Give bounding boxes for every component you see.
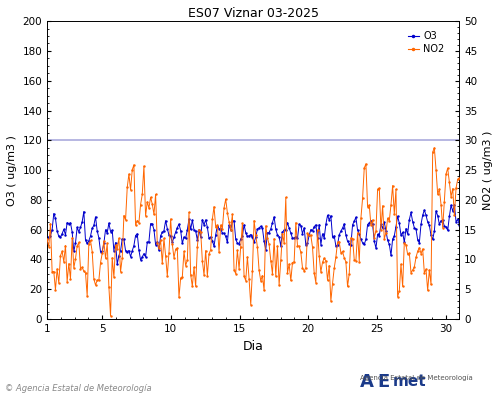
- Y-axis label: NO2 ( ug/m3 ): NO2 ( ug/m3 ): [483, 130, 493, 210]
- Legend: O3, NO2: O3, NO2: [404, 28, 448, 58]
- Text: met: met: [392, 374, 426, 389]
- Text: © Agencia Estatal de Meteorología: © Agencia Estatal de Meteorología: [5, 384, 152, 393]
- Text: Agencia Estatal de Meteorología: Agencia Estatal de Meteorología: [360, 375, 473, 381]
- Text: E: E: [378, 373, 390, 391]
- Y-axis label: O3 ( ug/m3 ): O3 ( ug/m3 ): [7, 135, 17, 205]
- Title: ES07 Viznar 03-2025: ES07 Viznar 03-2025: [188, 7, 319, 20]
- Text: A: A: [360, 373, 374, 391]
- X-axis label: Dia: Dia: [243, 340, 264, 352]
